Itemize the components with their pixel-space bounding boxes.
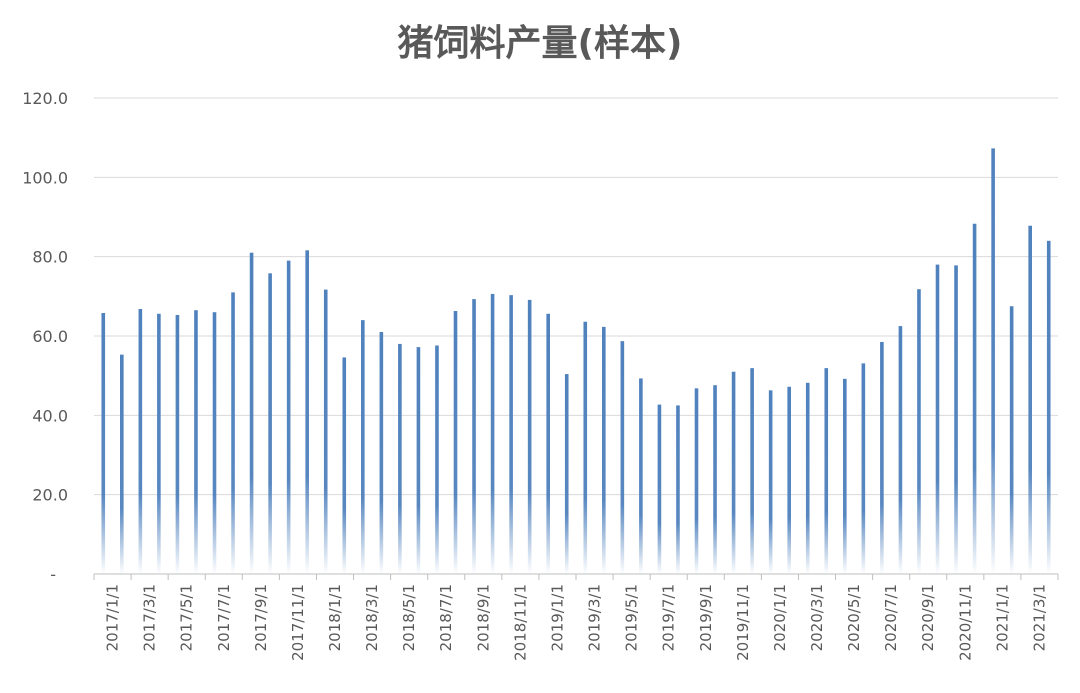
bars [101,148,1051,575]
x-tick-label: 2019/7/1 [660,584,678,651]
y-tick-label: 120.0 [22,89,68,108]
y-tick-label: - [50,565,56,584]
x-tick-labels: 2017/1/1 2017/3/1 2017/5/1 2017/7/1 2017/9/1… [104,584,1049,661]
bar [768,390,773,574]
bar [880,341,884,574]
bar [453,311,458,574]
bar [694,388,699,574]
x-tick-label: 2020/3/1 [808,584,826,651]
x-tick-label: 2018/11/1 [511,584,529,661]
bar [898,326,903,574]
bar [416,347,421,574]
bar [379,332,384,574]
bar [342,357,347,574]
x-tick-label: 2018/7/1 [437,584,455,651]
x-tick-label: 2020/9/1 [919,584,937,651]
bar [546,313,550,574]
x-tick-label: 2020/11/1 [956,584,974,661]
x-tick-label: 2020/1/1 [771,584,789,651]
bar [1009,306,1014,574]
y-tick-label: 20.0 [32,486,68,505]
y-tick-label: 40.0 [32,406,68,425]
bar [138,309,143,574]
x-tick-label: 2017/1/1 [104,584,122,651]
bar [713,385,717,574]
bar [954,265,958,574]
bar [305,250,309,574]
bar [1028,225,1032,575]
bar [268,273,272,574]
x-tick-label: 2019/11/1 [734,584,752,661]
bar [472,299,476,574]
bar [564,374,569,574]
bar [435,345,439,574]
bar [824,368,829,574]
x-tick-label: 2017/5/1 [178,584,196,651]
bar [935,264,940,574]
bar [527,299,532,574]
bar [972,223,977,575]
bar [323,289,328,574]
x-tick-label: 2018/1/1 [326,584,344,651]
bar [639,378,643,574]
bar [175,314,180,574]
bar [602,326,606,574]
x-tick-label: 2018/5/1 [400,584,418,651]
bar [731,371,736,574]
y-tick-labels: - 20.0 40.0 60.0 80.0 100.0 120.0 [22,89,68,584]
x-tick-label: 2017/7/1 [215,584,233,651]
bar [398,343,402,574]
y-tick-label: 100.0 [22,168,68,187]
y-tick-label: 80.0 [32,248,68,267]
gridlines [94,97,1058,496]
bar [676,405,680,574]
bar [805,382,810,574]
x-tick-label: 2017/11/1 [289,584,307,661]
bar [361,320,365,574]
bar [231,292,235,574]
bar [509,295,513,574]
x-tick-label: 2019/3/1 [586,584,604,651]
x-tick-label: 2017/3/1 [141,584,159,651]
bar [787,386,791,574]
y-tick-label: 60.0 [32,327,68,346]
bar [1046,240,1051,575]
bar [212,312,217,574]
x-tick-label: 2020/5/1 [845,584,863,651]
x-tick-label: 2018/9/1 [474,584,492,651]
x-tick-label: 2019/1/1 [548,584,566,651]
axes [93,573,1059,580]
bar [750,368,754,574]
chart-title: 猪饲料产量(样本) [397,23,683,64]
bar [286,260,291,574]
x-tick-label: 2017/9/1 [252,584,270,651]
bar [620,341,625,574]
x-tick-label: 2019/9/1 [697,584,715,651]
bar [843,378,847,574]
x-tick-label: 2021/3/1 [1030,584,1048,651]
bar [917,289,921,574]
x-tick-label: 2018/3/1 [363,584,381,651]
bar [657,404,662,574]
bar [583,321,588,574]
bar [101,312,106,574]
x-tick-label: 2019/5/1 [623,584,641,651]
bar [249,252,254,574]
bar [991,148,995,574]
bar [861,363,866,574]
bar [490,293,495,574]
x-tick-label: 2021/1/1 [993,584,1011,651]
bar [194,310,198,574]
bar [157,313,161,574]
bar [120,354,124,574]
x-tick-label: 2020/7/1 [882,584,900,651]
